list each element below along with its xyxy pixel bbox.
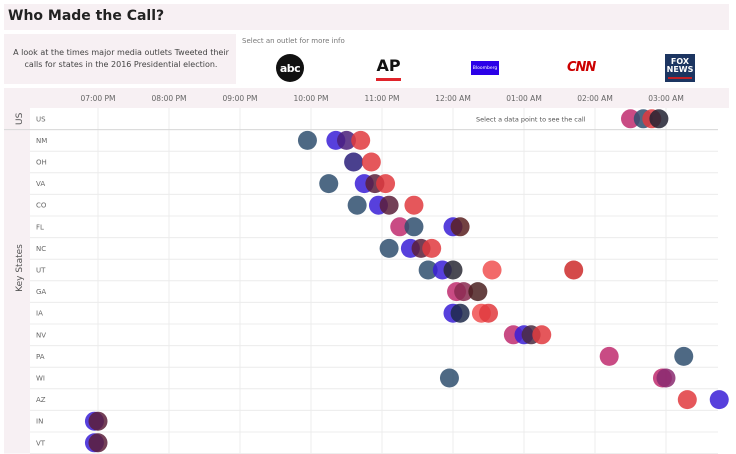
state-row-label: GA bbox=[36, 288, 46, 296]
state-row-label: PA bbox=[36, 353, 45, 361]
call-data-point[interactable] bbox=[390, 217, 410, 237]
state-row-label: AZ bbox=[36, 396, 46, 404]
bloomberg-logo-text: Bloomberg bbox=[472, 65, 498, 71]
call-data-point[interactable] bbox=[479, 303, 498, 323]
state-row-label: OH bbox=[36, 159, 47, 167]
call-data-point[interactable] bbox=[319, 174, 339, 194]
call-data-point[interactable] bbox=[422, 238, 442, 258]
outlet-prompt: Select an outlet for more info bbox=[242, 37, 345, 45]
fox-logo-bar bbox=[668, 77, 692, 79]
call-data-point[interactable] bbox=[468, 282, 488, 302]
call-data-point[interactable] bbox=[344, 152, 364, 172]
call-data-point[interactable] bbox=[379, 238, 399, 258]
call-data-point[interactable] bbox=[88, 411, 108, 431]
call-data-point[interactable] bbox=[404, 217, 424, 237]
call-data-point[interactable] bbox=[564, 260, 584, 280]
call-data-point[interactable] bbox=[450, 303, 470, 323]
x-tick-label: 03:00 AM bbox=[648, 94, 684, 103]
state-row-label: NV bbox=[36, 331, 46, 339]
time-axis-band bbox=[4, 88, 729, 108]
call-data-point[interactable] bbox=[709, 390, 729, 410]
x-tick-label: 10:00 PM bbox=[294, 94, 329, 103]
group-label-key-states: Key States bbox=[15, 244, 25, 292]
state-row-label: UT bbox=[36, 267, 46, 275]
x-tick-label: 02:00 AM bbox=[577, 94, 613, 103]
ap-logo-text: AP bbox=[376, 56, 401, 75]
call-data-point[interactable] bbox=[482, 260, 502, 280]
cnn-logo-text: CNN bbox=[567, 60, 596, 75]
group-label-us: US bbox=[15, 112, 25, 125]
x-tick-label: 01:00 AM bbox=[506, 94, 542, 103]
state-row-label: US bbox=[36, 115, 46, 123]
abc-logo-button[interactable]: abc bbox=[276, 54, 304, 82]
call-data-point[interactable] bbox=[454, 282, 474, 302]
group-label-column bbox=[4, 108, 30, 454]
call-data-point[interactable] bbox=[88, 433, 108, 453]
abc-logo-text: abc bbox=[279, 61, 301, 75]
page-title: Who Made the Call? bbox=[8, 8, 165, 24]
call-data-point[interactable] bbox=[347, 195, 367, 215]
x-tick-label: 08:00 PM bbox=[152, 94, 187, 103]
subtitle-box: A look at the times major media outlets … bbox=[4, 34, 236, 84]
state-row-label: VA bbox=[36, 180, 45, 188]
x-tick-label: 09:00 PM bbox=[223, 94, 258, 103]
state-row-label: NM bbox=[36, 137, 47, 145]
ap-logo-button[interactable]: AP bbox=[376, 56, 401, 82]
fox-news-logo-button[interactable]: FOX NEWS bbox=[665, 54, 695, 82]
state-row-label: IN bbox=[36, 418, 43, 426]
call-data-point[interactable] bbox=[677, 390, 697, 410]
title-bar: Who Made the Call? bbox=[4, 4, 729, 30]
state-row-label: NC bbox=[36, 245, 46, 253]
call-data-point[interactable] bbox=[656, 368, 676, 388]
x-tick-label: 11:00 PM bbox=[365, 94, 400, 103]
state-row-label: FL bbox=[36, 223, 44, 231]
call-data-point[interactable] bbox=[376, 174, 396, 194]
cnn-logo-button[interactable]: CNN bbox=[567, 60, 597, 76]
bloomberg-logo-button[interactable]: Bloomberg bbox=[471, 61, 499, 75]
call-data-point[interactable] bbox=[674, 346, 694, 366]
call-data-point[interactable] bbox=[337, 130, 356, 150]
state-row-label: WI bbox=[36, 375, 45, 383]
call-data-point[interactable] bbox=[439, 368, 459, 388]
call-data-point[interactable] bbox=[649, 109, 669, 129]
call-data-point[interactable] bbox=[404, 195, 424, 215]
call-data-point[interactable] bbox=[443, 260, 463, 280]
state-row-label: VT bbox=[36, 439, 46, 447]
call-data-point[interactable] bbox=[379, 195, 399, 215]
chart-hint: Select a data point to see the call bbox=[476, 115, 586, 123]
call-data-point[interactable] bbox=[532, 325, 552, 345]
call-data-point[interactable] bbox=[297, 130, 317, 150]
page-subtitle: A look at the times major media outlets … bbox=[13, 48, 229, 69]
ap-selected-underline bbox=[376, 78, 401, 81]
call-data-point[interactable] bbox=[361, 152, 381, 172]
call-data-point[interactable] bbox=[418, 260, 438, 280]
state-row-label: CO bbox=[36, 202, 47, 210]
x-tick-label: 07:00 PM bbox=[81, 94, 116, 103]
call-data-point[interactable] bbox=[450, 217, 470, 237]
fox-news-logo-text: FOX NEWS bbox=[666, 57, 694, 74]
call-data-point[interactable] bbox=[599, 346, 619, 366]
x-tick-label: 12:00 AM bbox=[435, 94, 471, 103]
call-data-point[interactable] bbox=[351, 130, 371, 150]
state-row-label: IA bbox=[36, 310, 43, 318]
